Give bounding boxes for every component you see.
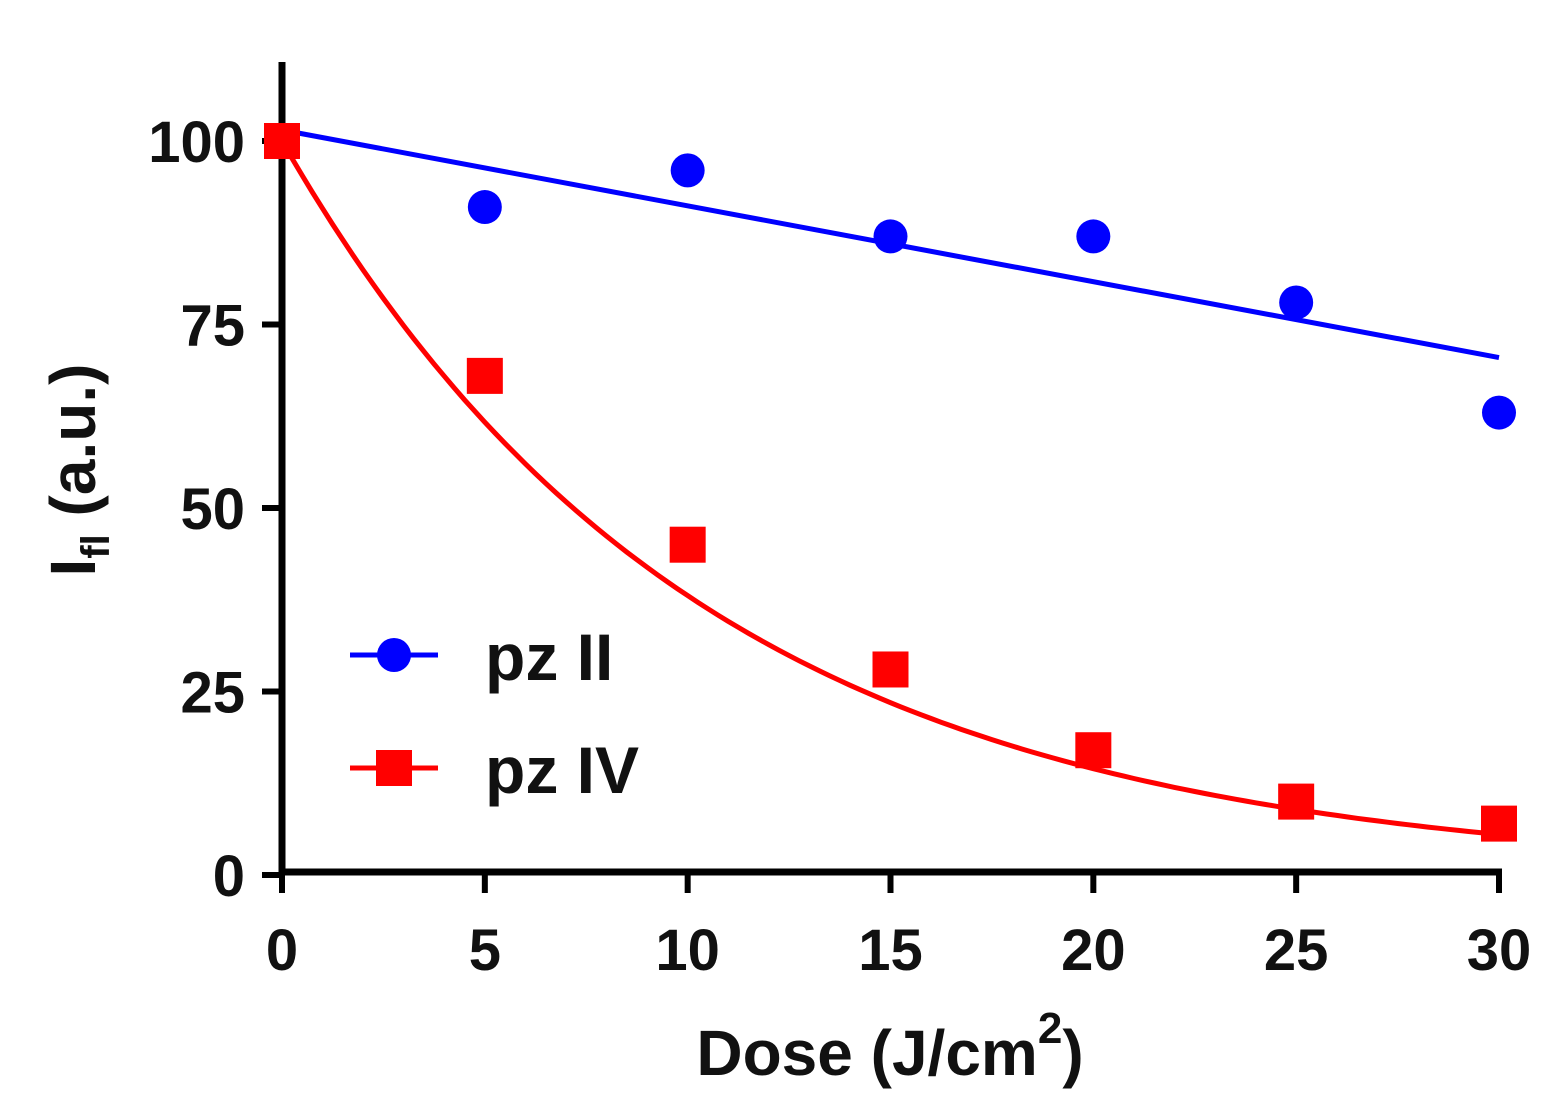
legend-label-pz-ii: pz II [485,620,613,694]
data-point-pz-ii [670,153,705,188]
x-tick-label: 10 [655,918,720,983]
y-axis-ticks: 0 25 50 75 100 [148,110,282,909]
svg-text:Ifl (a.u.): Ifl (a.u.) [37,364,118,577]
x-tick-label: 5 [469,918,501,983]
y-tick-label: 25 [180,661,245,726]
y-tick-label: 75 [180,294,245,359]
y-axis-title-rest: (a.u.) [37,364,109,535]
x-axis-ticks: 0 5 10 15 20 25 30 [266,872,1531,983]
legend-marker-pz-iv [376,750,412,786]
y-tick-label: 50 [180,477,245,542]
y-axis-title-sub: fl [74,534,118,558]
legend-label-pz-iv: pz IV [485,733,639,807]
y-axis-title: Ifl (a.u.) [37,364,118,577]
data-point-pz-ii [1279,285,1314,320]
x-axis-title-sup: 2 [1038,1004,1062,1053]
data-point-pz-ii [873,219,908,254]
x-tick-label: 25 [1264,918,1329,983]
data-point-pz-ii [467,190,502,225]
data-point-pz-iv [872,651,909,688]
x-axis-title-main: Dose (J/cm [696,1017,1037,1089]
legend: pz II pz IV [350,620,639,807]
data-point-pz-iv [466,357,503,394]
data-marks [264,123,1517,842]
x-tick-label: 30 [1467,918,1532,983]
y-tick-label: 100 [148,110,245,175]
data-point-pz-iv [669,526,706,563]
x-axis-title-close: ) [1062,1017,1083,1089]
data-point-pz-iv [1075,732,1112,769]
data-point-pz-ii [1076,219,1111,254]
data-point-pz-ii [1482,395,1516,430]
x-axis-title: Dose (J/cm2) [696,1004,1083,1089]
legend-marker-pz-ii [377,638,411,672]
legend-item-pz-iv: pz IV [350,733,639,807]
legend-item-pz-ii: pz II [350,620,613,694]
data-point-pz-iv [264,123,300,159]
y-tick-label: 0 [213,844,245,909]
data-point-pz-iv [1481,805,1517,842]
x-tick-label: 0 [266,918,298,983]
data-point-pz-iv [1278,783,1315,820]
x-tick-label: 20 [1061,918,1126,983]
x-tick-label: 15 [858,918,923,983]
y-axis-title-main: I [37,559,109,577]
